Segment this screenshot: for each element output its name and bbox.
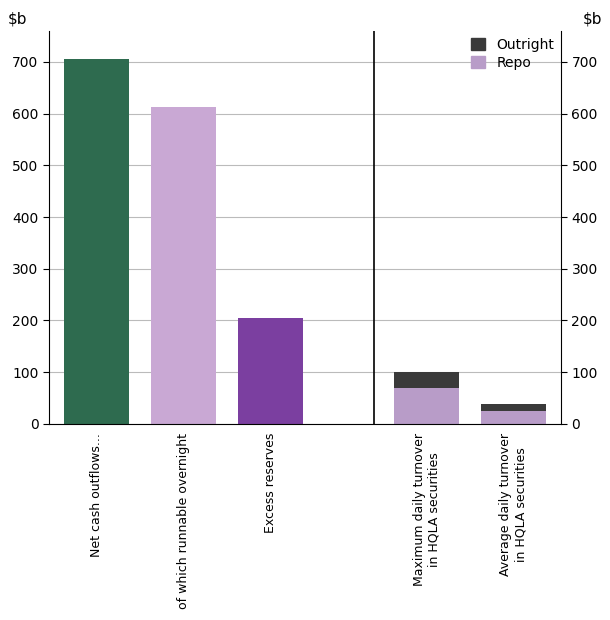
Legend: Outright, Repo: Outright, Repo — [472, 38, 554, 70]
Bar — [151, 107, 216, 424]
Bar — [64, 60, 129, 424]
Bar — [394, 388, 459, 424]
Bar — [394, 372, 459, 388]
Text: $b: $b — [8, 12, 27, 27]
Text: $b: $b — [583, 12, 602, 27]
Bar — [481, 411, 546, 424]
Bar — [481, 404, 546, 411]
Bar — [238, 318, 303, 424]
